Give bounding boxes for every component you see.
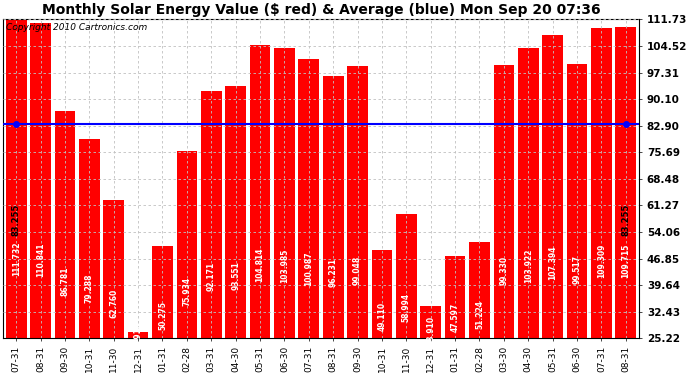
Text: 50.275: 50.275 [158,301,167,330]
Text: 103.985: 103.985 [280,249,289,283]
Bar [274,48,295,338]
Text: 26.918: 26.918 [134,322,143,351]
Text: 99.330: 99.330 [500,255,509,285]
Bar [225,86,246,338]
Title: Monthly Solar Energy Value ($ red) & Average (blue) Mon Sep 20 07:36: Monthly Solar Energy Value ($ red) & Ave… [41,3,600,17]
Text: 92.171: 92.171 [207,262,216,291]
Bar [493,65,514,338]
Bar [566,64,587,338]
Text: 49.110: 49.110 [377,302,386,331]
Text: 107.394: 107.394 [548,245,557,280]
Text: 104.814: 104.814 [255,248,264,282]
Text: 100.987: 100.987 [304,251,313,286]
Bar [445,256,466,338]
Bar [128,332,148,338]
Bar [55,111,75,338]
Bar [372,250,393,338]
Text: 86.781: 86.781 [61,267,70,296]
Text: 75.934: 75.934 [182,277,191,306]
Bar [177,152,197,338]
Text: 79.288: 79.288 [85,274,94,303]
Bar [79,139,100,338]
Text: 83.255: 83.255 [12,204,21,237]
Bar [299,59,319,338]
Text: 96.231: 96.231 [328,258,337,287]
Bar [250,45,270,338]
Text: Copyright 2010 Cartronics.com: Copyright 2010 Cartronics.com [6,22,147,32]
Bar [591,28,612,338]
Text: 47.597: 47.597 [451,303,460,332]
Text: 99.517: 99.517 [573,255,582,284]
Text: 99.048: 99.048 [353,256,362,285]
Text: 103.922: 103.922 [524,249,533,283]
Bar [469,243,490,338]
Text: 83.255: 83.255 [621,204,630,237]
Text: 111.732: 111.732 [12,242,21,276]
Text: 58.994: 58.994 [402,292,411,322]
Bar [518,48,539,338]
Bar [152,246,173,338]
Text: 33.910: 33.910 [426,316,435,345]
Bar [347,66,368,338]
Bar [104,200,124,338]
Text: 109.309: 109.309 [597,244,606,278]
Bar [615,27,636,338]
Bar [396,214,417,338]
Text: 93.551: 93.551 [231,261,240,290]
Bar [323,76,344,338]
Bar [542,35,563,338]
Text: 109.715: 109.715 [621,243,630,278]
Bar [6,20,26,338]
Bar [420,306,441,338]
Text: 51.224: 51.224 [475,300,484,329]
Bar [201,92,221,338]
Text: 110.841: 110.841 [36,242,45,277]
Bar [30,22,51,338]
Text: 62.760: 62.760 [109,289,118,318]
